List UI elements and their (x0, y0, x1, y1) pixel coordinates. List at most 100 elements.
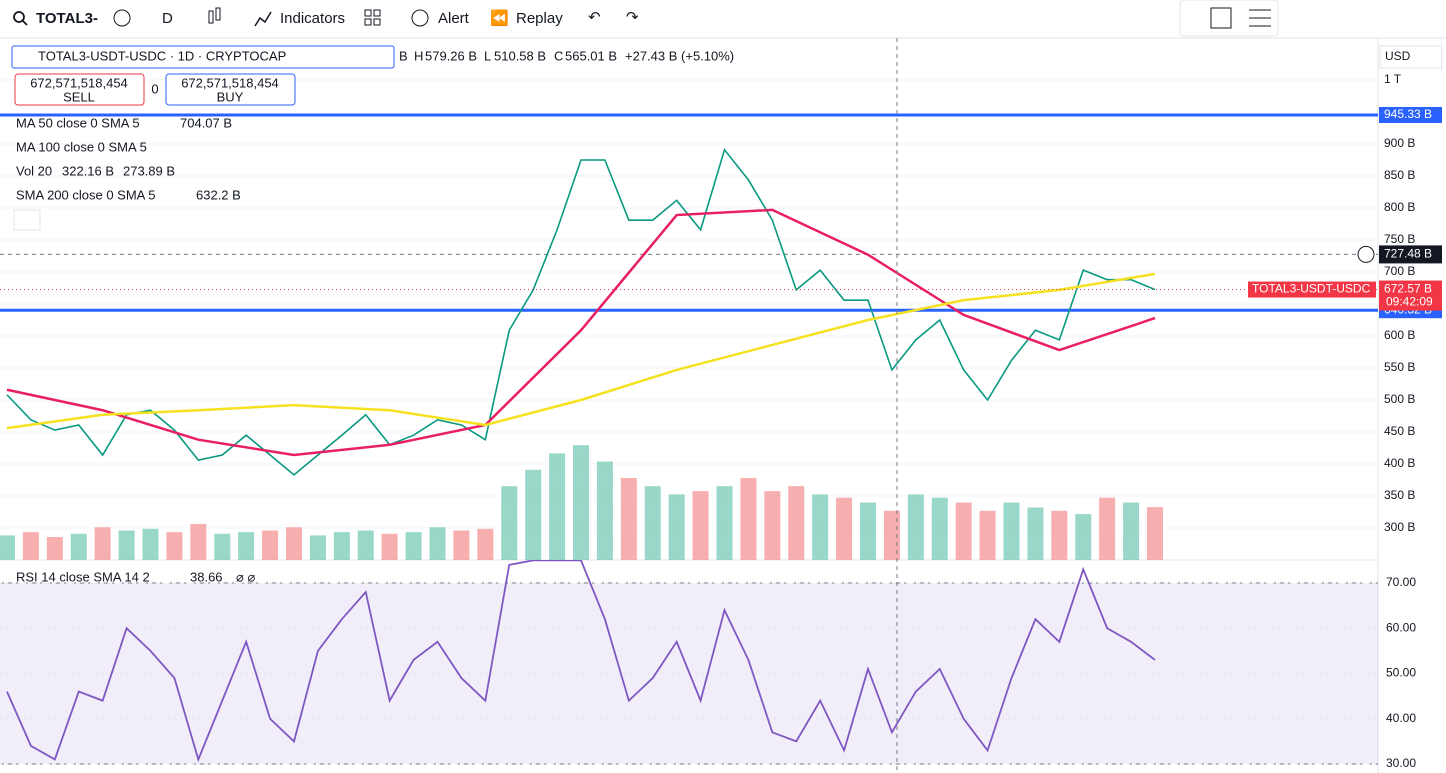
y-tick-label: 450 B (1384, 424, 1415, 438)
legend-high-label: H (414, 48, 423, 63)
study-value: 632.2 B (196, 187, 241, 202)
volume-bar (357, 530, 374, 560)
drawing-toolbar (1179, 0, 1279, 37)
y-tick-label: 350 B (1384, 488, 1415, 502)
volume-bar (812, 494, 829, 560)
volume-bar (525, 469, 542, 560)
legend-title: TOTAL3-USDT-USDC · 1D · CRYPTOCAP (38, 48, 286, 63)
legend-change: +27.43 B (+5.10%) (625, 48, 734, 63)
study-name: MA 100 close 0 SMA 5 (16, 139, 147, 154)
volume-bar (1147, 507, 1163, 560)
replay-icon[interactable]: ⏪ (490, 9, 509, 27)
collapse-legend[interactable] (13, 209, 41, 231)
symbol[interactable]: TOTAL3- (36, 10, 98, 27)
volume-bar (0, 535, 15, 560)
legend-close: 565.01 B (565, 48, 617, 63)
buy-button[interactable] (165, 73, 296, 106)
sell-button[interactable] (14, 73, 145, 106)
legend-high: 579.26 B (425, 48, 477, 63)
main-pane (0, 79, 1378, 560)
select-tool[interactable] (1210, 7, 1232, 29)
y-tick-label: 40.00 (1386, 711, 1416, 725)
study-value: 704.07 B (180, 115, 232, 130)
volume-bar (907, 494, 924, 560)
y-tick-label: 700 B (1384, 264, 1415, 278)
rsi-extra: ⌀ ⌀ (236, 569, 255, 584)
volume-bar (1051, 510, 1068, 560)
y-tick-label: 30.00 (1386, 756, 1416, 770)
volume-bar (22, 532, 39, 560)
y-tick-label: 800 B (1384, 200, 1415, 214)
spread: 0 (151, 81, 158, 96)
last-price-badge (1379, 280, 1442, 311)
rsi-pane (0, 560, 1378, 765)
volume-bar (70, 533, 87, 560)
search-icon[interactable] (13, 11, 28, 26)
redo[interactable]: ↷ (626, 9, 639, 26)
volume-bar (740, 478, 757, 560)
symbol-legend-box[interactable] (11, 45, 395, 69)
alert-icon[interactable] (411, 9, 429, 27)
legend-close-label: C (554, 48, 563, 63)
volume-bar (142, 528, 159, 560)
study-name: Vol 20 (16, 163, 52, 178)
indicators-button[interactable]: Indicators (280, 10, 345, 27)
interval[interactable]: D (162, 10, 173, 27)
buy-price[interactable]: 672,571,518,454 (181, 75, 279, 90)
volume-bar (214, 533, 231, 560)
y-tick-label: 60.00 (1386, 620, 1416, 634)
layouts-icon[interactable] (364, 9, 381, 26)
sell-price[interactable]: 672,571,518,454 (30, 75, 128, 90)
indicators-icon[interactable] (254, 11, 272, 27)
legend-open: B (399, 48, 408, 63)
volume-bar (118, 530, 135, 560)
volume-bar (883, 510, 900, 560)
volume-bar (286, 527, 302, 560)
volume-bar (573, 445, 589, 560)
sell-label[interactable]: SELL (63, 89, 95, 104)
y-tick-label: 500 B (1384, 392, 1415, 406)
level-badge (1379, 106, 1442, 123)
alert-button[interactable]: Alert (438, 10, 470, 27)
y-tick-label: 1 T (1384, 72, 1402, 86)
study-name: MA 50 close 0 SMA 5 (16, 115, 140, 130)
volume-bar (262, 530, 279, 560)
moving-average (6, 208, 1156, 457)
crosshair-badge (1379, 245, 1442, 264)
symbol-badge (1248, 281, 1376, 298)
volume-bar (860, 502, 876, 560)
add-symbol[interactable] (113, 9, 131, 27)
volume-bar (668, 494, 685, 560)
study-value: 273.89 B (123, 163, 175, 178)
volume-bar (764, 491, 781, 560)
study-value: 322.16 B (62, 163, 114, 178)
menu-tool[interactable] (1249, 9, 1271, 27)
volume-bar (501, 486, 518, 560)
volume-bar (429, 527, 446, 560)
moving-average (6, 272, 1156, 430)
chart-type[interactable] (208, 7, 221, 24)
volume-bar (190, 523, 207, 560)
y-tick-label: 50.00 (1386, 666, 1416, 680)
volume-bar (405, 532, 422, 560)
y-tick-label: 400 B (1384, 456, 1415, 470)
volume-bar (381, 533, 398, 560)
y-tick-label: 300 B (1384, 520, 1415, 534)
volume-bar (1099, 497, 1116, 560)
replay-button[interactable]: Replay (516, 10, 563, 27)
rsi-line (6, 560, 1156, 763)
buy-label[interactable]: BUY (217, 89, 244, 104)
volume-bar (620, 478, 637, 560)
undo[interactable]: ↶ (588, 9, 601, 26)
volume-bar (1123, 502, 1140, 560)
volume-bar (309, 535, 326, 560)
add-button (1357, 245, 1375, 263)
currency-box[interactable] (1379, 45, 1443, 69)
study-name: SMA 200 close 0 SMA 5 (16, 187, 155, 202)
volume-bar (94, 527, 111, 560)
symbol-badge-label: TOTAL3-USDT-USDC (1252, 282, 1371, 296)
volume-bar (716, 486, 733, 560)
currency[interactable]: USD (1385, 49, 1411, 63)
